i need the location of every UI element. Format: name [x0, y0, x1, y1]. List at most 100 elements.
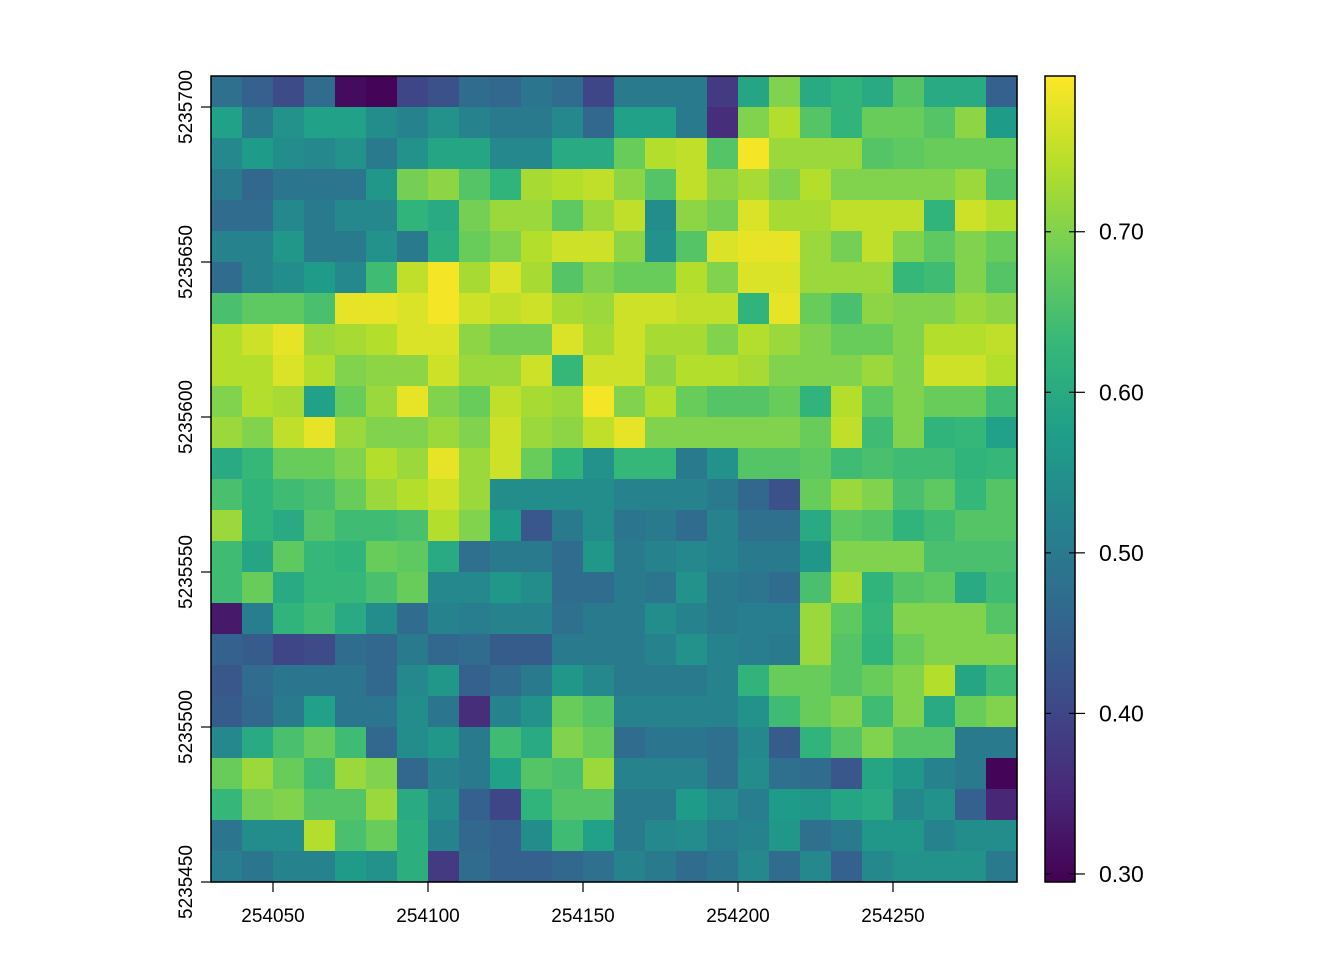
heatmap-cell [800, 820, 832, 852]
heatmap-cell [242, 727, 274, 759]
heatmap-cell [769, 510, 801, 542]
heatmap-cell [521, 603, 553, 635]
heatmap-cell [583, 758, 615, 790]
heatmap-cell [955, 789, 987, 821]
heatmap-cell [242, 355, 274, 387]
colorbar-axis: 0.30 0.40 0.50 0.60 0.70 [1045, 219, 1144, 887]
heatmap-cell [862, 696, 894, 728]
heatmap-cell [800, 851, 832, 883]
heatmap-cell [769, 448, 801, 480]
heatmap-cell [924, 727, 956, 759]
heatmap-cell [521, 324, 553, 356]
heatmap-cell [676, 758, 708, 790]
heatmap-cell [521, 448, 553, 480]
heatmap-cell [955, 820, 987, 852]
heatmap-cell [335, 386, 367, 418]
heatmap-cell [273, 231, 305, 263]
heatmap-cell [335, 138, 367, 170]
colorbar-tick-label: 0.60 [1099, 379, 1144, 405]
heatmap-cell [273, 107, 305, 139]
heatmap-cell [397, 789, 429, 821]
heatmap-cell [552, 200, 584, 232]
heatmap-cell [273, 138, 305, 170]
heatmap-cell [769, 386, 801, 418]
heatmap-cell [211, 386, 243, 418]
heatmap-cell [831, 169, 863, 201]
heatmap-cells [211, 76, 1018, 883]
heatmap-cell [924, 138, 956, 170]
heatmap-cell [273, 789, 305, 821]
heatmap-cell [242, 107, 274, 139]
heatmap-cell [521, 758, 553, 790]
heatmap-cell [428, 386, 460, 418]
heatmap-cell [583, 138, 615, 170]
heatmap-cell [397, 851, 429, 883]
heatmap-cell [490, 355, 522, 387]
heatmap-cell [490, 262, 522, 294]
heatmap-cell [800, 758, 832, 790]
heatmap-cell [986, 386, 1018, 418]
heatmap-cell [800, 448, 832, 480]
heatmap-cell [583, 696, 615, 728]
heatmap-cell [645, 262, 677, 294]
heatmap-cell [366, 603, 398, 635]
heatmap-cell [583, 541, 615, 573]
heatmap-cell [614, 634, 646, 666]
heatmap-cell [986, 448, 1018, 480]
heatmap-cell [738, 324, 770, 356]
heatmap-cell [273, 758, 305, 790]
heatmap-cell [397, 510, 429, 542]
heatmap-cell [490, 603, 522, 635]
heatmap-cell [614, 169, 646, 201]
heatmap-cell [676, 696, 708, 728]
heatmap-cell [769, 727, 801, 759]
heatmap-cell [645, 324, 677, 356]
heatmap-cell [707, 169, 739, 201]
heatmap-cell [428, 727, 460, 759]
heatmap-cell [490, 634, 522, 666]
plot-frame [210, 75, 1018, 883]
heatmap-cell [242, 448, 274, 480]
heatmap-cell [986, 510, 1018, 542]
heatmap-cell [676, 789, 708, 821]
heatmap-cell [521, 76, 553, 108]
heatmap-cell [986, 231, 1018, 263]
heatmap-cell [583, 789, 615, 821]
heatmap-cell [397, 541, 429, 573]
heatmap-cell [924, 76, 956, 108]
heatmap-cell [645, 851, 677, 883]
heatmap-cell [924, 200, 956, 232]
heatmap-cell [893, 789, 925, 821]
heatmap-cell [211, 107, 243, 139]
x-axis: 254050 254100 254150 254200 254250 [241, 882, 925, 927]
heatmap-cell [924, 634, 956, 666]
heatmap-cell [521, 479, 553, 511]
heatmap-cell [521, 572, 553, 604]
heatmap-cell [335, 169, 367, 201]
heatmap-cell [583, 76, 615, 108]
heatmap-cell [397, 665, 429, 697]
heatmap-cell [707, 355, 739, 387]
heatmap-cell [459, 138, 491, 170]
heatmap-cell [893, 386, 925, 418]
heatmap-cell [490, 448, 522, 480]
x-tick-label: 254050 [241, 906, 304, 927]
heatmap-cell [397, 758, 429, 790]
heatmap-cell [738, 665, 770, 697]
heatmap-cell [335, 107, 367, 139]
heatmap-cell [583, 293, 615, 325]
heatmap-cell [304, 169, 336, 201]
heatmap-cell [428, 634, 460, 666]
heatmap-cell [304, 386, 336, 418]
heatmap-cell [428, 820, 460, 852]
heatmap-cell [676, 820, 708, 852]
heatmap-cell [304, 138, 336, 170]
heatmap-cell [769, 417, 801, 449]
heatmap-cell [986, 665, 1018, 697]
heatmap-cell [428, 138, 460, 170]
heatmap-cell [211, 820, 243, 852]
heatmap-cell [211, 417, 243, 449]
heatmap-cell [304, 231, 336, 263]
heatmap-cell [831, 355, 863, 387]
heatmap-cell [521, 262, 553, 294]
